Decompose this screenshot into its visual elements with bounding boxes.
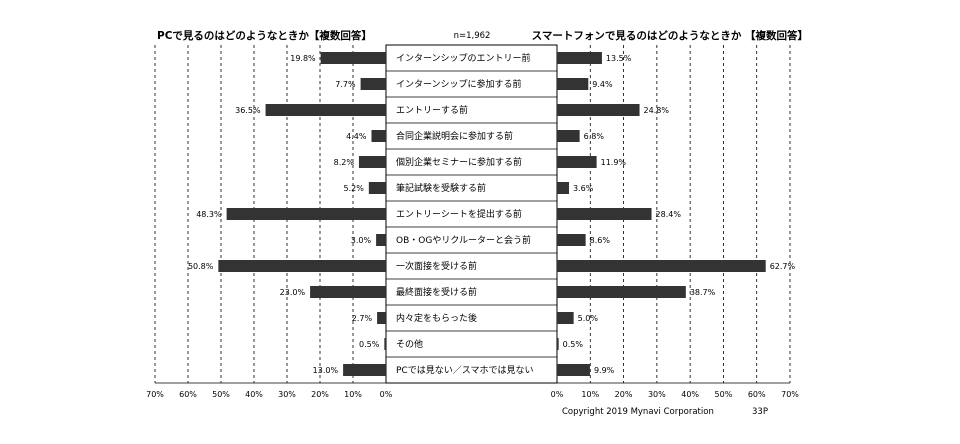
frame-layer xyxy=(155,44,790,384)
left-tick-label: 0% xyxy=(380,390,393,399)
pc-value-label: 13.0% xyxy=(313,366,339,375)
pc-bar xyxy=(343,364,386,376)
left-tick-label: 70% xyxy=(146,390,164,399)
pc-bar xyxy=(377,312,386,324)
left-tick-label: 20% xyxy=(311,390,329,399)
label-layer: 19.8% 13.5% インターンシップのエントリー前 7.7% 9.4% インターンシッ… xyxy=(188,52,796,376)
pc-bar xyxy=(358,156,386,168)
bar-layer xyxy=(218,52,766,376)
sample-size-note: n=1,962 xyxy=(454,31,491,41)
category-label: エントリーシートを提出する前 xyxy=(396,208,522,220)
smartphone-bar xyxy=(557,286,686,298)
smartphone-value-label: 3.6% xyxy=(573,184,594,193)
left-tick-label: 50% xyxy=(212,390,230,399)
right-tick-label: 70% xyxy=(781,390,799,399)
pc-value-label: 7.7% xyxy=(335,80,356,89)
category-label: インターンシップのエントリー前 xyxy=(396,52,531,64)
right-tick-label: 50% xyxy=(715,390,733,399)
right-tick-label: 0% xyxy=(551,390,564,399)
pc-value-label: 48.3% xyxy=(196,210,222,219)
left-tick-label: 30% xyxy=(278,390,296,399)
pc-value-label: 0.5% xyxy=(359,340,380,349)
pc-bar xyxy=(226,208,386,220)
right-tick-label: 40% xyxy=(681,390,699,399)
right-tick-label: 60% xyxy=(748,390,766,399)
smartphone-bar xyxy=(557,338,559,350)
smartphone-bar xyxy=(557,130,580,142)
smartphone-value-label: 9.9% xyxy=(594,366,615,375)
copyright-text: Copyright 2019 Mynavi Corporation xyxy=(562,407,714,417)
pc-bar xyxy=(368,182,386,194)
pc-bar xyxy=(265,104,386,116)
smartphone-bar xyxy=(557,260,766,272)
pc-value-label: 19.8% xyxy=(290,54,316,63)
pc-value-label: 36.5% xyxy=(235,106,261,115)
smartphone-value-label: 28.4% xyxy=(656,210,682,219)
smartphone-bar xyxy=(557,208,652,220)
left-tick-label: 10% xyxy=(344,390,362,399)
pc-value-label: 4.4% xyxy=(346,132,367,141)
pc-bar xyxy=(320,52,386,64)
smartphone-value-label: 9.4% xyxy=(592,80,613,89)
smartphone-bar xyxy=(557,364,590,376)
smartphone-value-label: 11.9% xyxy=(601,158,627,167)
smartphone-bar xyxy=(557,312,574,324)
left-tick-label: 40% xyxy=(245,390,263,399)
category-label: エントリーする前 xyxy=(396,104,468,116)
pc-value-label: 2.7% xyxy=(352,314,373,323)
pc-bar xyxy=(360,78,386,90)
right-tick-label: 10% xyxy=(581,390,599,399)
pc-bar xyxy=(371,130,386,142)
smartphone-value-label: 38.7% xyxy=(690,288,716,297)
smartphone-bar xyxy=(557,156,597,168)
left-chart-title: PCで見るのはどのようなときか【複数回答】 xyxy=(157,29,372,42)
pc-bar xyxy=(310,286,386,298)
smartphone-value-label: 13.5% xyxy=(606,54,632,63)
category-label: PCでは見ない／スマホでは見ない xyxy=(396,365,533,376)
category-label: 内々定をもらった後 xyxy=(396,312,477,324)
pc-value-label: 23.0% xyxy=(280,288,306,297)
pc-value-label: 3.0% xyxy=(351,236,372,245)
smartphone-bar xyxy=(557,52,602,64)
pc-bar xyxy=(384,338,386,350)
right-tick-label: 30% xyxy=(648,390,666,399)
category-label: その他 xyxy=(396,338,423,350)
smartphone-value-label: 5.0% xyxy=(578,314,599,323)
category-label: 筆記試験を受験する前 xyxy=(396,182,486,194)
right-tick-label: 20% xyxy=(615,390,633,399)
right-chart-title: スマートフォンで見るのはどのようなときか 【複数回答】 xyxy=(532,29,808,42)
page-number: 33P xyxy=(752,407,768,417)
category-label: 最終面接を受ける前 xyxy=(396,286,477,298)
smartphone-bar xyxy=(557,182,569,194)
category-label: OB・OGやリクルーターと会う前 xyxy=(396,234,531,246)
category-label: 一次面接を受ける前 xyxy=(396,260,477,272)
smartphone-bar xyxy=(557,104,640,116)
smartphone-value-label: 6.8% xyxy=(584,132,605,141)
category-label: 個別企業セミナーに参加する前 xyxy=(396,156,522,168)
left-tick-label: 60% xyxy=(179,390,197,399)
smartphone-value-label: 24.8% xyxy=(644,106,670,115)
category-label: 合同企業説明会に参加する前 xyxy=(396,130,513,142)
pc-bar xyxy=(376,234,386,246)
tick-layer: 70% 60% 50% 40% 30% 20% 10% 0% 0% 10% 20% 30% 40% 50%… xyxy=(146,390,799,399)
smartphone-value-label: 62.7% xyxy=(770,262,796,271)
pc-value-label: 8.2% xyxy=(334,158,355,167)
pc-bar xyxy=(218,260,386,272)
pc-value-label: 50.8% xyxy=(188,262,214,271)
smartphone-value-label: 0.5% xyxy=(563,340,584,349)
smartphone-bar xyxy=(557,234,586,246)
smartphone-value-label: 8.6% xyxy=(590,236,611,245)
pc-value-label: 5.2% xyxy=(344,184,365,193)
smartphone-bar xyxy=(557,78,589,90)
category-label: インターンシップに参加する前 xyxy=(396,78,522,90)
